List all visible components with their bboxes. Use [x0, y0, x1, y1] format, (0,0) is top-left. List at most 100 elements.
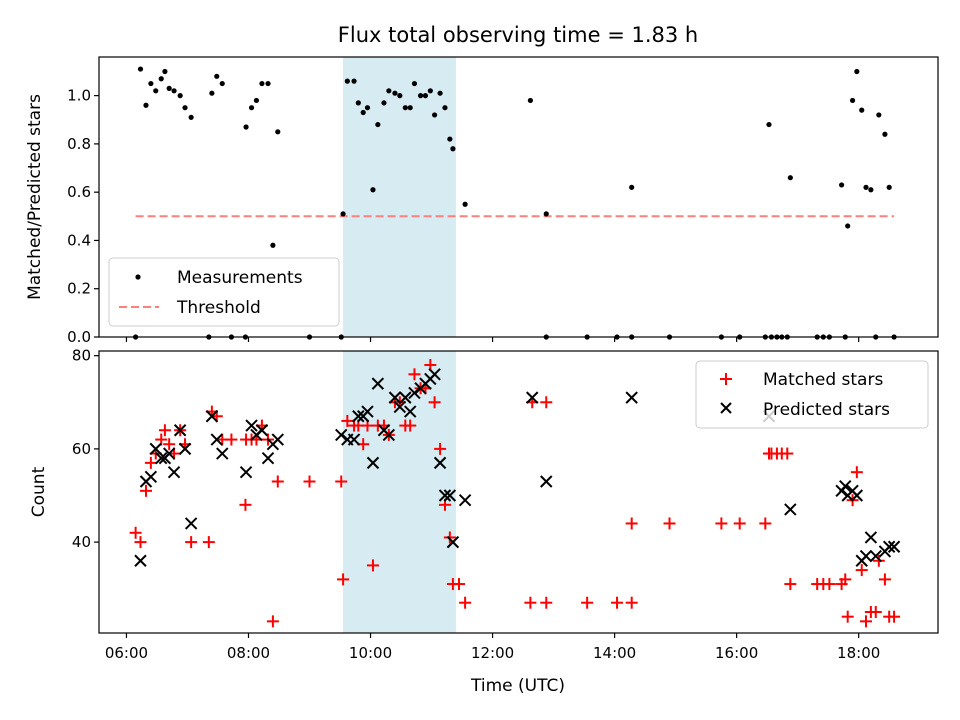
predicted-star-marker: [625, 391, 638, 404]
matched-star-marker: [158, 424, 171, 437]
predicted-star-marker: [540, 475, 553, 488]
measurement-point: [253, 97, 260, 104]
matched-star-marker: [366, 559, 379, 572]
predicted-star-marker: [155, 451, 168, 465]
top-legend: Measurements Threshold: [108, 257, 340, 327]
predicted-star-marker: [173, 424, 187, 437]
legend-measurements-label: Measurements: [177, 268, 303, 288]
measurement-point: [411, 80, 418, 87]
measurement-point: [360, 109, 366, 116]
matched-star-marker: [715, 517, 728, 530]
predicted-star-marker: [371, 377, 385, 390]
matched-star-marker: [888, 610, 901, 623]
x-axis-label: Time (UTC): [470, 676, 565, 696]
measurement-point: [629, 184, 635, 190]
bottom-legend-box: [695, 360, 929, 429]
measurement-point: [527, 97, 533, 104]
measurement-point: [882, 131, 888, 137]
x-tick-label: 10:00: [349, 644, 392, 662]
predicted-star-marker: [134, 554, 147, 567]
predicted-star-marker: [261, 451, 275, 465]
measurement-point: [188, 114, 194, 120]
matched-star-marker: [784, 578, 797, 591]
x-tick-label: 14:00: [593, 644, 636, 662]
top-y-axis-label: Matched/Predicted stars: [25, 94, 45, 300]
predicted-star-marker: [167, 465, 181, 479]
bottom-y-axis-label: Count: [29, 466, 49, 517]
bottom-panel: 06:00 08:00 10:00 12:00 14:00 16:00 18:00 40 60…: [29, 347, 939, 696]
top-y-tick-label: 1.0: [67, 87, 91, 105]
bottom-y-tick-label: 60: [72, 440, 91, 458]
predicted-star-marker: [216, 447, 229, 460]
measurement-point: [868, 187, 874, 193]
bottom-legend: Matched stars Predicted stars: [695, 360, 929, 429]
predicted-star-marker: [446, 535, 460, 549]
measurement-point: [543, 211, 549, 217]
matched-star-marker: [625, 596, 638, 609]
measurement-point: [355, 100, 361, 106]
predicted-star-marker: [388, 391, 402, 404]
predicted-star-marker: [366, 456, 380, 470]
matched-star-marker: [759, 517, 772, 530]
predicted-star-marker: [887, 540, 901, 553]
measurement-point: [270, 242, 276, 248]
top-y-tick-label: 0.8: [67, 135, 91, 153]
matched-star-marker: [341, 414, 354, 427]
measurement-point: [386, 88, 392, 94]
legend-threshold-label: Threshold: [176, 298, 261, 318]
matched-star-marker: [335, 475, 348, 488]
predicted-star-marker: [205, 410, 219, 423]
measurement-point: [259, 80, 265, 87]
predicted-star-marker: [271, 433, 284, 446]
measurement-point: [153, 88, 159, 94]
measurement-point: [766, 121, 772, 128]
measurement-point: [397, 93, 403, 99]
matched-star-marker: [625, 517, 638, 530]
measurement-point: [422, 93, 429, 99]
predicted-star-marker: [784, 503, 797, 516]
measurement-point: [863, 184, 869, 190]
measurement-point: [364, 105, 371, 111]
measurement-point: [838, 182, 845, 188]
predicted-star-marker: [433, 456, 447, 470]
top-panel-frame: [98, 56, 939, 338]
matched-star-marker: [185, 536, 198, 549]
measurement-point: [462, 201, 468, 207]
predicted-star-marker: [408, 386, 421, 400]
matched-star-marker: [443, 531, 456, 544]
measurement-point: [845, 223, 851, 229]
measurement-point: [243, 124, 249, 130]
predicted-star-marker: [864, 531, 878, 544]
bottom-y-tick-label: 80: [72, 347, 91, 365]
matched-star-marker: [850, 466, 863, 479]
measurement-point: [344, 78, 350, 84]
matched-star-marker: [202, 536, 215, 549]
matched-star-marker: [841, 610, 854, 623]
predicted-star-marker: [403, 405, 417, 418]
matched-star-marker: [434, 442, 447, 455]
measurement-point: [177, 93, 183, 99]
matched-star-marker: [134, 536, 147, 549]
measurement-point: [849, 97, 856, 104]
matched-star-marker: [581, 596, 594, 609]
matched-star-marker: [163, 438, 176, 451]
measurement-point: [137, 66, 144, 72]
matched-star-marker: [855, 564, 868, 577]
measurement-point: [427, 88, 433, 94]
matched-star-marker: [540, 596, 553, 609]
predicted-star-marker: [393, 400, 407, 414]
legend-measurements-marker: [135, 274, 141, 280]
predicted-star-marker: [162, 447, 176, 460]
predicted-star-marker: [869, 549, 882, 563]
predicted-star-marker: [882, 540, 896, 553]
matched-star-marker: [839, 573, 852, 586]
top-y-tick-label: 0.6: [67, 183, 91, 201]
top-y-tick-label: 0.2: [67, 280, 91, 298]
x-tick-label: 16:00: [715, 644, 758, 662]
predicted-star-marker: [255, 424, 269, 437]
predicted-star-marker: [839, 479, 852, 493]
measurement-point: [214, 73, 220, 79]
predicted-star-marker: [438, 489, 452, 502]
measurement-point: [265, 80, 271, 87]
